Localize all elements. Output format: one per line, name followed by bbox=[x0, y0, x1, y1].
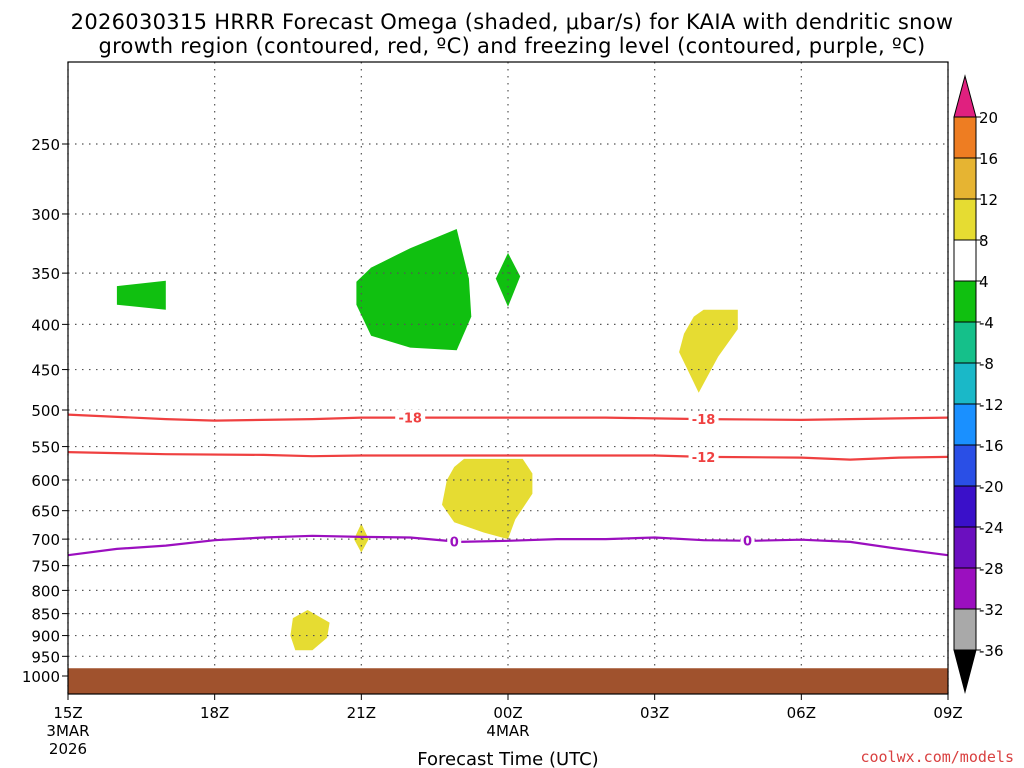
x-axis-title: Forecast Time (UTC) bbox=[417, 749, 598, 768]
y-tick-label-750: 750 bbox=[31, 558, 60, 576]
x-tick-label-06Z: 06Z bbox=[787, 704, 816, 722]
contour-line-freezing-level-0 bbox=[67, 534, 949, 557]
y-tick-label-850: 850 bbox=[31, 606, 60, 624]
colorbar-swatch-7 bbox=[953, 321, 977, 364]
y-tick-label-1000: 1000 bbox=[22, 668, 60, 686]
colorbar-under-triangle bbox=[953, 649, 977, 694]
colorbar-swatch-1 bbox=[953, 567, 977, 610]
colorbar-label-9: 4 bbox=[979, 273, 989, 291]
contour-label-freezing-level-0-1: 0 bbox=[743, 535, 752, 550]
x-tick-label-03Z: 03Z bbox=[640, 704, 669, 722]
y-tick-label-650: 650 bbox=[31, 503, 60, 521]
contour-line-dgz-minus12 bbox=[67, 451, 949, 461]
x-tick-sublabel-15Z: 3MAR bbox=[46, 722, 89, 740]
x-tick-label-00Z: 00Z bbox=[493, 704, 522, 722]
contour-line-dgz-minus18 bbox=[67, 413, 949, 422]
colorbar-label-5: -16 bbox=[979, 437, 1004, 455]
contour-label-dgz-minus12-0: -12 bbox=[692, 451, 716, 466]
contour-label-bg-freezing-level-0-1 bbox=[740, 532, 755, 549]
y-tick-label-800: 800 bbox=[31, 582, 60, 600]
x-tick-sublabel-00Z: 4MAR bbox=[486, 722, 529, 740]
x-tick-sublabel2-15Z: 2026 bbox=[49, 740, 87, 758]
y-tick-label-450: 450 bbox=[31, 362, 60, 380]
colorbar-label-7: -8 bbox=[979, 355, 994, 373]
contour-label-bg-freezing-level-0-0 bbox=[447, 533, 462, 550]
colorbar-label-1: -32 bbox=[979, 601, 1004, 619]
x-tick-label-21Z: 21Z bbox=[347, 704, 376, 722]
colorbar-swatch-11 bbox=[953, 157, 977, 200]
y-tick-label-900: 900 bbox=[31, 628, 60, 646]
colorbar-label-12: 16 bbox=[979, 150, 998, 168]
credit-text[interactable]: coolwx.com/models bbox=[860, 748, 1014, 766]
ground-fill bbox=[68, 668, 948, 694]
y-tick-label-700: 700 bbox=[31, 531, 60, 549]
y-tick-label-950: 950 bbox=[31, 648, 60, 666]
colorbar-swatch-0 bbox=[953, 608, 977, 651]
colorbar-label-6: -12 bbox=[979, 396, 1004, 414]
y-tick-label-400: 400 bbox=[31, 316, 60, 334]
contour-label-freezing-level-0-0: 0 bbox=[450, 535, 459, 550]
x-tick-label-09Z: 09Z bbox=[933, 704, 962, 722]
ground-layer bbox=[68, 668, 948, 694]
chart-title-line-2: growth region (contoured, red, ºC) and f… bbox=[98, 34, 926, 58]
colorbar-swatch-8 bbox=[953, 280, 977, 323]
y-tick-label-600: 600 bbox=[31, 472, 60, 490]
colorbar-label-0: -36 bbox=[979, 642, 1004, 660]
omega-yellow-2 bbox=[442, 458, 533, 540]
colorbar-swatch-4 bbox=[953, 444, 977, 487]
colorbar-label-13: 20 bbox=[979, 109, 998, 127]
colorbar-swatch-10 bbox=[953, 198, 977, 241]
omega-yellow-4 bbox=[290, 610, 330, 651]
y-tick-label-300: 300 bbox=[31, 206, 60, 224]
omega-green-1 bbox=[116, 280, 166, 310]
colorbar-label-8: -4 bbox=[979, 314, 994, 332]
contour-label-dgz-minus18-0: -18 bbox=[398, 412, 422, 427]
colorbar-swatch-5 bbox=[953, 403, 977, 446]
y-tick-label-550: 550 bbox=[31, 439, 60, 457]
colorbar-label-4: -20 bbox=[979, 478, 1004, 496]
y-tick-label-250: 250 bbox=[31, 136, 60, 154]
contour-label-bg-dgz-minus12-0 bbox=[688, 448, 719, 465]
omega-yellow-1 bbox=[679, 309, 738, 393]
omega-shading-layer bbox=[116, 229, 738, 651]
contour-label-bg-dgz-minus18-1 bbox=[688, 411, 719, 428]
colorbar: -36 -32 -28 -24 -20 -16 -12 -8 -4 4 8 12 16 20 bbox=[953, 74, 1004, 694]
x-tick-label-15Z: 15Z bbox=[53, 704, 82, 722]
colorbar-label-10: 8 bbox=[979, 232, 989, 250]
colorbar-label-11: 12 bbox=[979, 191, 998, 209]
y-tick-label-500: 500 bbox=[31, 402, 60, 420]
pressure-grid bbox=[67, 62, 949, 694]
colorbar-label-3: -24 bbox=[979, 519, 1004, 537]
colorbar-swatch-12 bbox=[953, 116, 977, 159]
temperature-contours: -18 -18 -12 0 0 bbox=[67, 409, 949, 557]
colorbar-swatch-6 bbox=[953, 362, 977, 405]
contour-label-bg-dgz-minus18-0 bbox=[395, 409, 426, 426]
contour-label-dgz-minus18-1: -18 bbox=[692, 413, 716, 428]
omega-green-2 bbox=[356, 229, 472, 351]
y-axis: 250 300 350 400 450 500 550 600 650 700 750 800 850 9… bbox=[22, 136, 68, 686]
x-tick-label-18Z: 18Z bbox=[200, 704, 229, 722]
colorbar-swatch-2 bbox=[953, 526, 977, 569]
y-tick-label-350: 350 bbox=[31, 265, 60, 283]
colorbar-swatch-9 bbox=[953, 239, 977, 282]
chart-title-line-1: 2026030315 HRRR Forecast Omega (shaded, … bbox=[70, 10, 954, 34]
colorbar-over-triangle bbox=[953, 74, 977, 118]
colorbar-swatch-3 bbox=[953, 485, 977, 528]
colorbar-label-2: -28 bbox=[979, 560, 1004, 578]
